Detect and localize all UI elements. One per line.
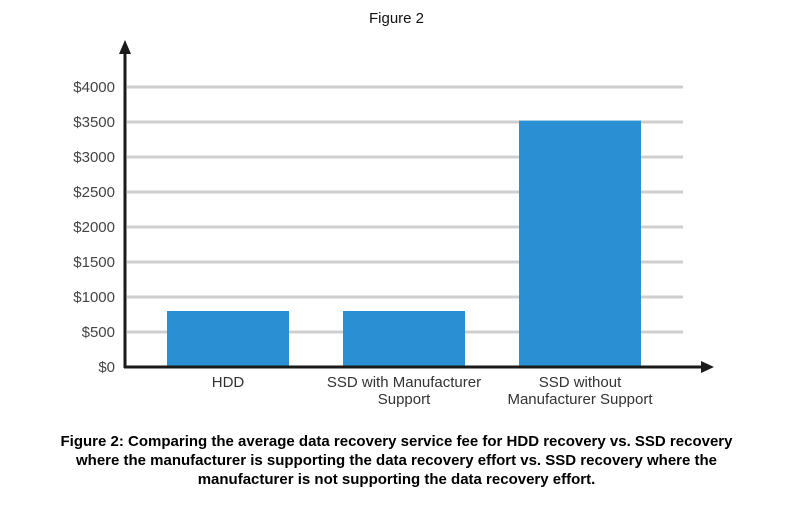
caption-line: manufacturer is not supporting the data … <box>197 471 596 488</box>
y-tick-label: $3500 <box>73 114 115 131</box>
y-tick-label: $0 <box>98 359 115 376</box>
y-tick-label: $3000 <box>73 149 115 166</box>
axes <box>119 40 714 373</box>
y-tick-label: $2000 <box>73 219 115 236</box>
x-category-label: SSD without Manufacturer Support <box>507 374 653 408</box>
bars <box>167 120 641 367</box>
caption-line: where the manufacturer is supporting the… <box>75 452 718 469</box>
bar <box>519 120 641 367</box>
y-tick-label: $500 <box>82 324 115 341</box>
y-tick-labels: $0 $500 $1000 $1500 $2000 $2500 $3000 $3500 $400… <box>73 79 115 376</box>
y-tick-label: $4000 <box>73 79 115 96</box>
x-axis-arrow-icon <box>701 361 714 373</box>
y-axis-arrow-icon <box>119 40 131 54</box>
figure-title: Figure 2 <box>368 10 425 27</box>
caption-line: Figure 2: Comparing the average data rec… <box>60 433 733 450</box>
y-tick-label: $2500 <box>73 184 115 201</box>
bar <box>343 311 465 367</box>
figure-caption: Figure 2: Comparing the average data rec… <box>0 432 793 489</box>
x-category-labels: HDD SSD with Manufacturer Support SSD witho… <box>212 374 654 408</box>
x-category-label: SSD with Manufacturer Support <box>327 374 481 408</box>
bar-chart: $0 $500 $1000 $1500 $2000 $2500 $3000 $3500 $400… <box>73 40 714 408</box>
x-category-label: HDD <box>212 374 245 391</box>
y-tick-label: $1500 <box>73 254 115 271</box>
bar <box>167 311 289 367</box>
y-tick-label: $1000 <box>73 289 115 306</box>
